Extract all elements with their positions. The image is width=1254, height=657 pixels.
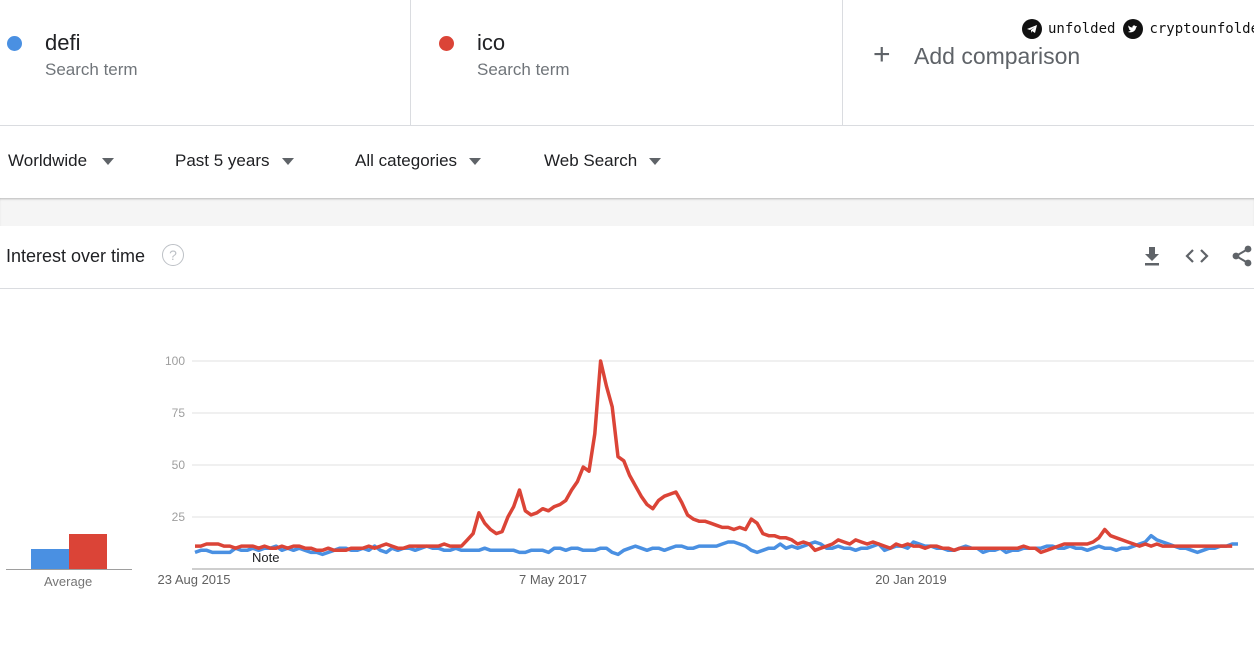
average-bar-defi bbox=[31, 549, 69, 569]
card-header-divider bbox=[0, 288, 1254, 289]
help-icon[interactable]: ? bbox=[162, 244, 184, 266]
watermark: unfolded cryptounfolded bbox=[1022, 19, 1254, 39]
defi-color-dot bbox=[7, 36, 22, 51]
header-divider bbox=[0, 125, 1254, 126]
ico-color-dot bbox=[439, 36, 454, 51]
series-line-defi[interactable] bbox=[194, 533, 1238, 557]
chevron-down-icon bbox=[649, 157, 662, 165]
watermark-telegram: unfolded bbox=[1048, 21, 1116, 37]
search-term-defi[interactable]: defi Search term bbox=[0, 0, 410, 125]
search-type-value: Web Search bbox=[544, 151, 638, 170]
x-tick-label: 20 Jan 2019 bbox=[875, 572, 947, 587]
x-tick-label: 23 Aug 2015 bbox=[157, 572, 230, 587]
add-comparison-button[interactable]: + Add comparison bbox=[843, 0, 1254, 125]
card-title: Interest over time bbox=[6, 246, 146, 266]
category-dropdown[interactable]: All categories bbox=[355, 151, 482, 171]
chevron-down-icon bbox=[469, 157, 482, 165]
note-label[interactable]: Note bbox=[252, 550, 279, 565]
watermark-twitter: cryptounfolded bbox=[1149, 21, 1254, 37]
search-term-name: defi bbox=[45, 30, 81, 55]
average-bar-ico bbox=[69, 534, 107, 569]
search-term-subtitle: Search term bbox=[477, 60, 570, 79]
term-divider bbox=[410, 0, 411, 125]
y-tick-label: 50 bbox=[172, 458, 186, 472]
search-term-subtitle: Search term bbox=[45, 60, 138, 79]
twitter-icon bbox=[1123, 19, 1144, 39]
y-tick-label: 75 bbox=[172, 406, 186, 420]
chevron-down-icon bbox=[281, 157, 294, 165]
section-spacer bbox=[0, 198, 1254, 226]
chevron-down-icon bbox=[102, 157, 115, 165]
telegram-icon bbox=[1022, 19, 1042, 39]
time-range-value: Past 5 years bbox=[175, 151, 270, 170]
time-range-dropdown[interactable]: Past 5 years bbox=[175, 151, 294, 171]
region-value: Worldwide bbox=[8, 151, 88, 170]
plus-icon: + bbox=[873, 38, 891, 71]
x-tick-label: 7 May 2017 bbox=[519, 572, 587, 587]
search-term-name: ico bbox=[477, 30, 506, 55]
y-tick-label: 100 bbox=[165, 354, 185, 368]
download-icon[interactable] bbox=[1140, 244, 1164, 268]
search-term-ico[interactable]: ico Search term bbox=[411, 0, 841, 125]
series-line-ico[interactable] bbox=[195, 359, 1233, 555]
add-comparison-label: Add comparison bbox=[914, 43, 1081, 69]
search-type-dropdown[interactable]: Web Search bbox=[544, 151, 662, 171]
category-value: All categories bbox=[355, 151, 458, 170]
average-baseline bbox=[6, 569, 132, 570]
y-tick-label: 25 bbox=[172, 510, 186, 524]
region-dropdown[interactable]: Worldwide bbox=[8, 151, 115, 171]
share-icon[interactable] bbox=[1230, 244, 1254, 268]
term-divider bbox=[842, 0, 843, 125]
embed-icon[interactable] bbox=[1185, 244, 1209, 268]
average-label: Average bbox=[44, 574, 93, 589]
